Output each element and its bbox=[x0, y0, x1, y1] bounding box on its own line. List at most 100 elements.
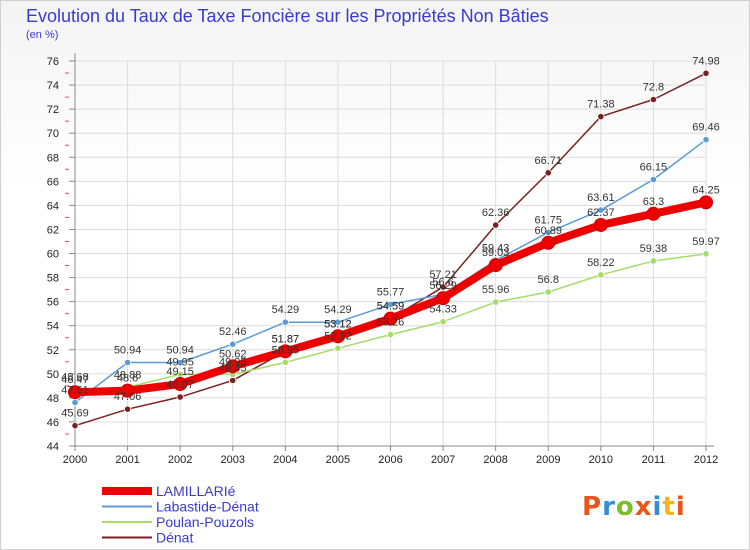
y-tick-label: 56 bbox=[47, 297, 59, 309]
data-label: 69.46 bbox=[692, 122, 720, 134]
data-label: 55.77 bbox=[377, 286, 405, 298]
y-tick-label: 50 bbox=[47, 369, 59, 381]
y-tick-label: 60 bbox=[47, 249, 59, 261]
data-label: 45.69 bbox=[61, 408, 89, 420]
series-lines bbox=[68, 69, 713, 430]
x-tick-label: 2011 bbox=[642, 454, 666, 466]
data-label: 49.45 bbox=[219, 362, 247, 374]
x-tick-label: 2009 bbox=[536, 454, 560, 466]
data-label: 62.36 bbox=[482, 207, 510, 219]
axes bbox=[74, 53, 714, 447]
chart-unit: (en %) bbox=[26, 29, 59, 41]
data-label: 48.47 bbox=[61, 374, 89, 386]
y-tick-label: 68 bbox=[47, 152, 59, 164]
y-tick-label: 58 bbox=[47, 273, 59, 285]
data-label: 59.97 bbox=[692, 236, 720, 248]
y-tick-label: 70 bbox=[47, 128, 59, 140]
data-point bbox=[173, 377, 188, 392]
x-tick-label: 2012 bbox=[694, 454, 718, 466]
y-tick-label: 44 bbox=[47, 441, 59, 453]
y-tick-label: 62 bbox=[47, 224, 59, 236]
data-point bbox=[541, 235, 556, 250]
data-label: 54.59 bbox=[377, 301, 405, 313]
data-label: 48.68 bbox=[61, 372, 89, 384]
data-point bbox=[699, 195, 713, 210]
y-tick-label: 64 bbox=[47, 200, 59, 212]
data-label: 59.03 bbox=[482, 247, 510, 259]
data-point bbox=[68, 385, 82, 400]
logo-letter: o bbox=[615, 492, 635, 522]
legend-label: Dénat bbox=[156, 530, 193, 546]
data-label: 56.8 bbox=[538, 274, 559, 286]
data-point bbox=[593, 217, 608, 232]
data-point bbox=[281, 358, 289, 366]
data-point bbox=[120, 383, 135, 398]
y-axis-ticks: 44 46 48 50 52 54 56 58 60 62 64 66 68 70 72 74 76 bbox=[47, 56, 75, 453]
data-point bbox=[123, 405, 132, 413]
data-label: 49.95 bbox=[166, 356, 194, 368]
data-label: 62.37 bbox=[587, 207, 615, 219]
data-point bbox=[383, 311, 398, 326]
data-label: 56.29 bbox=[429, 280, 457, 292]
data-label: 56.6 bbox=[432, 276, 453, 288]
y-tick-label: 74 bbox=[47, 80, 59, 92]
data-point bbox=[544, 228, 552, 237]
logo-letter: i bbox=[652, 492, 663, 522]
logo-letter: i bbox=[675, 492, 686, 522]
x-tick-label: 2001 bbox=[115, 454, 139, 466]
data-point bbox=[229, 376, 237, 385]
data-label: 55.96 bbox=[482, 284, 510, 296]
data-point bbox=[492, 298, 500, 306]
y-tick-label: 48 bbox=[47, 393, 59, 405]
data-label: 57.21 bbox=[429, 269, 457, 281]
y-tick-label: 46 bbox=[47, 417, 59, 429]
data-label: 72.8 bbox=[643, 82, 664, 94]
legend-label: LAMILLARIé bbox=[156, 483, 236, 499]
logo-letter: t bbox=[662, 492, 676, 522]
x-tick-label: 2004 bbox=[273, 454, 297, 466]
data-point bbox=[702, 250, 710, 258]
data-label: 47.61 bbox=[61, 385, 89, 397]
data-label: 66.15 bbox=[640, 162, 668, 174]
data-point bbox=[71, 422, 79, 430]
data-point bbox=[649, 95, 658, 104]
data-point bbox=[176, 393, 184, 401]
logo-letter: r bbox=[602, 492, 616, 522]
proxiti-logo: Proxiti bbox=[582, 492, 686, 522]
y-tick-label: 66 bbox=[47, 176, 59, 188]
data-point bbox=[702, 69, 710, 77]
data-point bbox=[386, 300, 395, 308]
data-point bbox=[439, 318, 447, 326]
data-label: 74.98 bbox=[692, 55, 720, 67]
data-point bbox=[281, 318, 289, 326]
data-label: 51.87 bbox=[272, 333, 300, 345]
data-label: 48.88 bbox=[114, 369, 142, 381]
data-labels: 45.69 47.06 48.07 49.45 51.87 53.12 54.59 57.21… bbox=[61, 55, 720, 419]
data-point bbox=[71, 398, 79, 407]
y-tick-label: 72 bbox=[47, 104, 59, 116]
data-point bbox=[649, 257, 658, 265]
data-point bbox=[225, 359, 240, 374]
data-point bbox=[649, 175, 658, 184]
data-point bbox=[334, 318, 342, 326]
logo-letter: x bbox=[634, 492, 653, 522]
data-point bbox=[597, 271, 605, 279]
data-point bbox=[646, 206, 661, 221]
data-label: 59.43 bbox=[482, 242, 510, 254]
data-label: 50.62 bbox=[219, 348, 247, 360]
logo-letter: P bbox=[582, 492, 603, 522]
data-label: 63.3 bbox=[643, 196, 664, 208]
x-tick-label: 2008 bbox=[483, 454, 507, 466]
data-point bbox=[330, 329, 345, 344]
data-label: 61.75 bbox=[534, 214, 562, 226]
data-label: 71.38 bbox=[587, 99, 615, 111]
data-label: 53.26 bbox=[377, 317, 405, 329]
chart-title: Evolution du Taux de Taxe Foncière sur l… bbox=[26, 6, 549, 26]
data-label: 54.59 bbox=[377, 301, 405, 313]
data-label: 54.33 bbox=[429, 304, 457, 316]
y-tick-label: 54 bbox=[47, 321, 59, 333]
data-point bbox=[229, 340, 237, 348]
x-tick-label: 2003 bbox=[221, 454, 245, 466]
y-tick-label: 76 bbox=[47, 56, 59, 68]
